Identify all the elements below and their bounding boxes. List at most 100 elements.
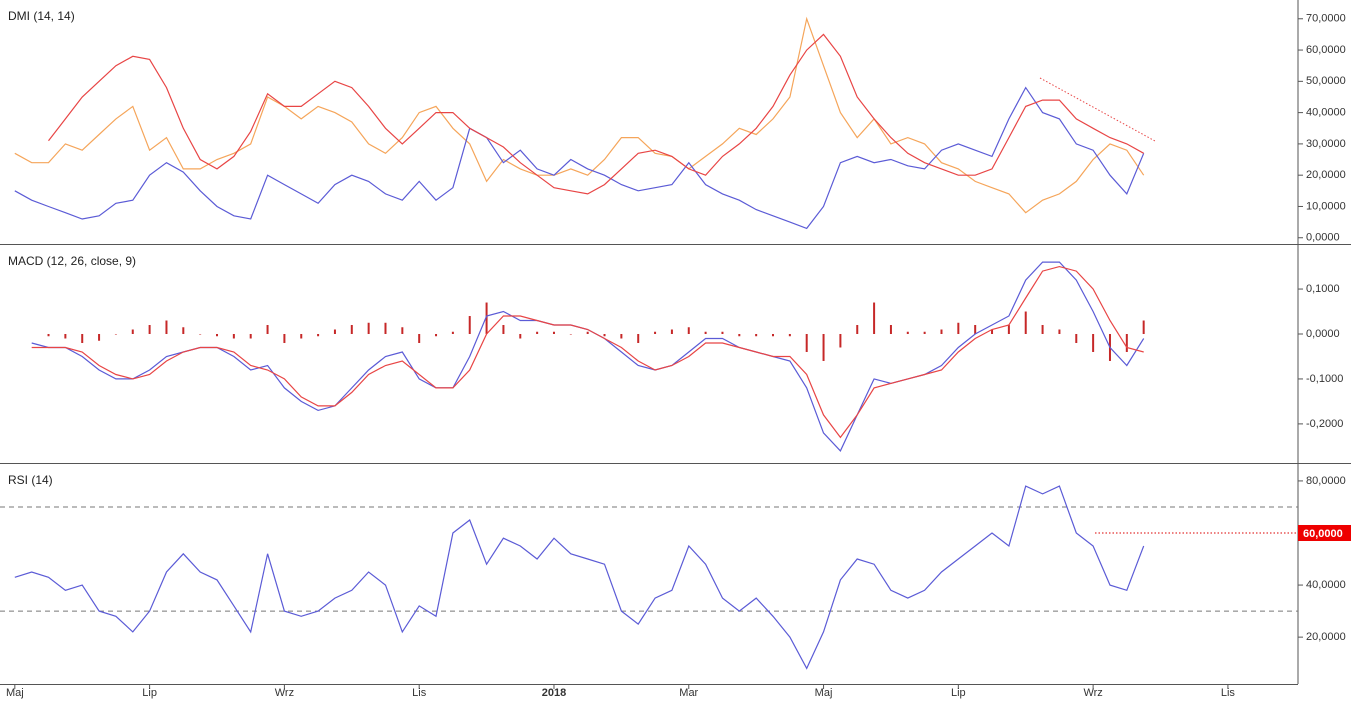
histogram-bar	[772, 333, 775, 337]
histogram-bar	[940, 329, 943, 334]
series-line	[31, 265, 1144, 439]
histogram-bar	[384, 322, 387, 334]
x-tick-label: Maj	[815, 687, 833, 699]
histogram-bar	[839, 333, 842, 348]
series-line	[48, 33, 1144, 195]
series-line	[14, 16, 1145, 214]
histogram-bar	[788, 333, 791, 337]
series-line	[14, 485, 1145, 670]
histogram-bar	[856, 325, 859, 334]
x-tick-label: Lip	[951, 687, 966, 699]
histogram-bar	[81, 333, 84, 343]
histogram-bar	[805, 333, 808, 352]
y-tick-label: 30,0000	[1306, 138, 1346, 150]
panel-title: DMI (14, 14)	[8, 9, 75, 23]
panel-title: MACD (12, 26, close, 9)	[8, 254, 136, 268]
histogram-bar	[1058, 329, 1061, 334]
histogram-bar	[620, 333, 623, 339]
panel-title: RSI (14)	[8, 473, 53, 487]
histogram-bar	[249, 333, 252, 339]
histogram-bar	[317, 333, 320, 337]
x-tick-label: 2018	[542, 687, 566, 699]
histogram-bar	[519, 333, 522, 339]
histogram-bar	[637, 333, 640, 343]
histogram-bar	[451, 331, 454, 334]
histogram-bar	[603, 333, 606, 337]
histogram-bar	[1007, 325, 1010, 334]
histogram-bar	[873, 302, 876, 334]
trend-line	[1039, 77, 1156, 142]
y-tick-label: -0,1000	[1306, 373, 1343, 385]
histogram-bar	[957, 322, 960, 334]
histogram-bar	[502, 325, 505, 334]
histogram-bar	[755, 333, 758, 337]
histogram-bar	[536, 331, 539, 334]
y-tick-label: 20,0000	[1306, 631, 1346, 643]
y-tick-label: -0,2000	[1306, 418, 1343, 430]
y-tick-label: 80,0000	[1306, 475, 1346, 487]
y-tick-label: 40,0000	[1306, 107, 1346, 119]
histogram-bar	[1075, 333, 1078, 343]
histogram-bar	[266, 325, 269, 334]
y-tick-label: 0,0000	[1306, 328, 1340, 340]
histogram-bar	[199, 333, 202, 335]
histogram-bar	[98, 333, 101, 341]
price-label-box	[1298, 524, 1351, 541]
histogram-bar	[654, 331, 657, 334]
histogram-bar	[974, 325, 977, 334]
histogram-bar	[283, 333, 286, 343]
histogram-bar	[300, 333, 303, 339]
histogram-bar	[216, 333, 219, 337]
histogram-bar	[822, 333, 825, 361]
histogram-bar	[350, 325, 353, 334]
y-tick-label: 20,0000	[1306, 169, 1346, 181]
y-tick-label: 0,0000	[1306, 232, 1340, 244]
histogram-bar	[721, 331, 724, 334]
y-tick-label: 10,0000	[1306, 200, 1346, 212]
x-tick-label: Lip	[142, 687, 157, 699]
histogram-bar	[687, 327, 690, 334]
histogram-bar	[991, 329, 994, 334]
series-line	[14, 86, 1145, 230]
histogram-bar	[165, 320, 168, 334]
histogram-bar	[131, 329, 134, 334]
histogram-bar	[1024, 311, 1027, 334]
histogram-bar	[47, 333, 50, 337]
x-tick-label: Wrz	[1083, 687, 1102, 699]
histogram-bar	[1092, 333, 1095, 352]
histogram-bar	[435, 333, 438, 337]
x-tick-label: Wrz	[275, 687, 294, 699]
histogram-bar	[586, 331, 589, 334]
y-tick-label: 50,0000	[1306, 75, 1346, 87]
histogram-bar	[906, 331, 909, 334]
histogram-bar	[704, 331, 707, 334]
y-tick-label: 40,0000	[1306, 579, 1346, 591]
histogram-bar	[367, 322, 370, 334]
x-tick-label: Lis	[1221, 687, 1236, 699]
histogram-bar	[401, 327, 404, 334]
histogram-bar	[333, 329, 336, 334]
histogram-bar	[670, 329, 673, 334]
histogram-bar	[923, 331, 926, 334]
histogram-bar	[889, 325, 892, 334]
histogram-bar	[1142, 320, 1145, 334]
histogram-bar	[468, 316, 471, 334]
histogram-bar	[418, 333, 421, 343]
histogram-bar	[738, 333, 741, 337]
histogram-bar	[485, 302, 488, 334]
histogram-bar	[1125, 333, 1128, 352]
x-tick-label: Mar	[679, 687, 698, 699]
histogram-bar	[569, 333, 572, 335]
y-tick-label: 70,0000	[1306, 13, 1346, 25]
price-label: 60,0000	[1303, 528, 1343, 540]
histogram-bar	[1041, 325, 1044, 334]
histogram-bar	[114, 333, 117, 335]
histogram-bar	[64, 333, 67, 339]
histogram-bar	[552, 331, 555, 334]
histogram-bar	[148, 325, 151, 334]
x-tick-label: Lis	[412, 687, 427, 699]
histogram-bar	[182, 327, 185, 334]
y-tick-label: 60,0000	[1306, 44, 1346, 56]
